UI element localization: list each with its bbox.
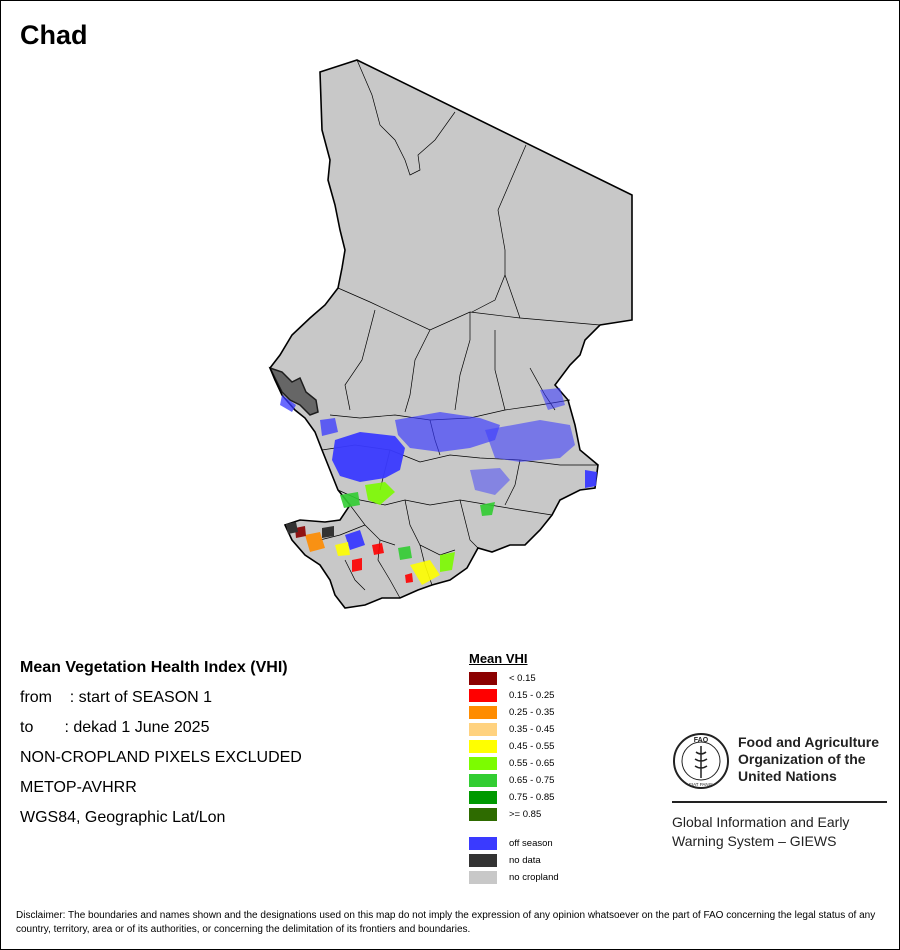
legend-label: 0.75 - 0.85 [509, 792, 555, 803]
organization-name: Food and Agriculture Organization of the… [738, 734, 879, 785]
vhi-low-areas [295, 526, 413, 583]
legend-special: off season no data no cropland [469, 835, 559, 886]
legend-class-item: 0.75 - 0.85 [469, 789, 559, 806]
legend-classes: < 0.15 0.15 - 0.25 0.25 - 0.35 0.35 - 0.45 0… [469, 670, 559, 823]
legend-swatch [469, 854, 497, 867]
legend-swatch [469, 706, 497, 719]
projection-info: WGS84, Geographic Lat/Lon [20, 809, 226, 826]
legend-class-item: >= 0.85 [469, 806, 559, 823]
fao-emblem-icon: FAO FIAT PANIS [673, 733, 729, 789]
legend-class-item: < 0.15 [469, 670, 559, 687]
legend-class-item: 0.55 - 0.65 [469, 755, 559, 772]
legend-swatch [469, 740, 497, 753]
chad-country-shape [269, 59, 633, 609]
lake-chad-shoreline [268, 366, 319, 416]
legend-label: 0.65 - 0.75 [509, 775, 555, 786]
country-map [268, 59, 633, 609]
legend-swatch [469, 837, 497, 850]
period-to: to : dekad 1 June 2025 [20, 719, 210, 736]
map-title: Chad [20, 20, 88, 50]
legend-swatch [469, 757, 497, 770]
emblem-motto: FIAT PANIS [689, 782, 713, 787]
system-name: Global Information and Early Warning Sys… [672, 813, 849, 851]
legend-class-item: 0.35 - 0.45 [469, 721, 559, 738]
legend-class-item: 0.45 - 0.55 [469, 738, 559, 755]
legend-swatch [469, 808, 497, 821]
legend-class-item: 0.25 - 0.35 [469, 704, 559, 721]
legend-label: off season [509, 838, 553, 849]
exclusion-note: NON-CROPLAND PIXELS EXCLUDED [20, 749, 302, 766]
disclaimer: Disclaimer: The boundaries and names sho… [16, 910, 876, 935]
legend-label: 0.25 - 0.35 [509, 707, 555, 718]
legend-swatch [469, 689, 497, 702]
legend-swatch [469, 871, 497, 884]
org-line-2: Organization of the [738, 751, 866, 767]
system-line-2: Warning System – GIEWS [672, 833, 837, 849]
legend-special-item: off season [469, 835, 559, 852]
legend-label: 0.45 - 0.55 [509, 741, 555, 752]
legend-class-item: 0.15 - 0.25 [469, 687, 559, 704]
legend-label: < 0.15 [509, 673, 536, 684]
legend-special-item: no cropland [469, 869, 559, 886]
legend-label: no data [509, 855, 541, 866]
legend-label: 0.55 - 0.65 [509, 758, 555, 769]
legend-label: no cropland [509, 872, 559, 883]
legend-swatch [469, 774, 497, 787]
legend-class-item: 0.65 - 0.75 [469, 772, 559, 789]
map-info: Mean Vegetation Health Index (VHI) from … [20, 656, 302, 836]
period-from: from : start of SEASON 1 [20, 689, 213, 706]
sensor-name: METOP-AVHRR [20, 779, 137, 796]
legend-swatch [469, 791, 497, 804]
legend-label: 0.35 - 0.45 [509, 724, 555, 735]
legend-label: >= 0.85 [509, 809, 542, 820]
org-line-3: United Nations [738, 768, 837, 784]
legend-label: 0.15 - 0.25 [509, 690, 555, 701]
emblem-letters: FAO [694, 737, 709, 744]
legend-special-item: no data [469, 852, 559, 869]
legend: Mean VHI < 0.15 0.15 - 0.25 0.25 - 0.35 0.3… [469, 651, 559, 886]
legend-swatch [469, 672, 497, 685]
system-line-1: Global Information and Early [672, 814, 850, 830]
legend-swatch [469, 723, 497, 736]
vhi-green-areas [335, 482, 495, 585]
org-line-1: Food and Agriculture [738, 734, 880, 750]
logo-divider [672, 801, 887, 803]
legend-title: Mean VHI [469, 651, 528, 666]
index-heading: Mean Vegetation Health Index (VHI) [20, 659, 288, 676]
no-data-areas [286, 522, 334, 538]
off-season-areas [280, 388, 597, 550]
